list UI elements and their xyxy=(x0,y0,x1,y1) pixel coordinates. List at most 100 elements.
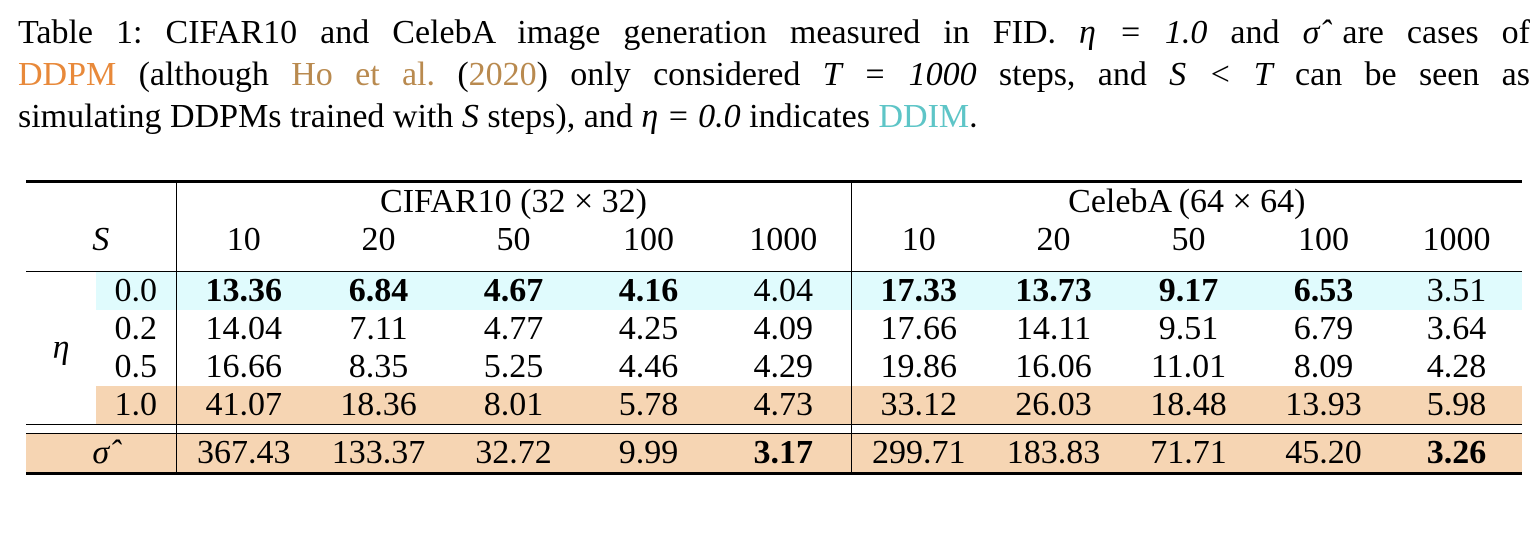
cell: 8.35 xyxy=(348,348,409,385)
cell: 71.71 xyxy=(1121,433,1257,474)
sigma-label: σ̂ xyxy=(26,433,176,474)
caption-text: ) only considered xyxy=(536,56,823,93)
caption-s-var: S xyxy=(461,98,479,135)
cell: 13.93 xyxy=(1256,386,1392,425)
cell: 4.09 xyxy=(753,310,814,347)
step-header: 50 xyxy=(1171,221,1206,258)
cifar-header: CIFAR10 (32 × 32) xyxy=(175,181,852,221)
step-header: 1000 xyxy=(1422,221,1491,258)
cell: 9.51 xyxy=(1158,310,1219,347)
cell: 19.86 xyxy=(850,348,987,386)
cell: 3.26 xyxy=(1391,433,1523,474)
table-caption: Table 1: CIFAR10 and CelebA image genera… xyxy=(18,12,1530,138)
caption-text: are cases of xyxy=(1319,14,1530,51)
row-label: 1.0 xyxy=(96,386,176,425)
cell: 3.17 xyxy=(716,433,852,474)
cell: 4.25 xyxy=(618,310,679,347)
cell: 367.43 xyxy=(175,433,311,474)
caption-sigma-hat: σ̂ xyxy=(1302,14,1320,51)
table-row: 0.2 14.04 7.11 4.77 4.25 4.09 17.66 14.1… xyxy=(26,310,1522,348)
cell: 8.09 xyxy=(1293,348,1354,385)
cell: 14.11 xyxy=(1015,310,1092,347)
celeba-header: CelebA (64 × 64) xyxy=(850,181,1523,221)
cell: 6.79 xyxy=(1293,310,1354,347)
cell: 11.01 xyxy=(1150,348,1227,385)
cell: 45.20 xyxy=(1256,433,1392,474)
caption-eta-zero: η = 0.0 xyxy=(641,98,741,135)
citation-authors-link[interactable]: Ho et al. xyxy=(291,56,435,93)
cell: 9.99 xyxy=(581,433,716,474)
table-row: η 0.0 13.36 6.84 4.67 4.16 4.04 17.33 13… xyxy=(26,271,1523,366)
caption-text: and xyxy=(1207,14,1303,51)
cell: 183.83 xyxy=(986,433,1122,474)
cell: 7.11 xyxy=(349,310,408,347)
caption-text: simulating DDPMs trained with xyxy=(18,98,462,135)
table-row: 1.0 41.07 18.36 8.01 5.78 4.73 33.12 26.… xyxy=(26,386,1523,425)
eta-label: η xyxy=(52,329,70,366)
cell: 17.33 xyxy=(850,271,987,310)
caption-text: . xyxy=(969,98,978,135)
caption-line-2: DDPM (although Ho et al. (2020) only con… xyxy=(18,54,1530,96)
caption-text: steps), and xyxy=(478,98,642,135)
cell: 16.66 xyxy=(175,348,311,386)
row-label: 0.5 xyxy=(114,348,158,385)
cell: 16.06 xyxy=(1015,348,1092,385)
cell: 32.72 xyxy=(446,433,581,474)
cell: 4.46 xyxy=(618,348,679,385)
cell: 4.04 xyxy=(716,271,852,310)
step-header: 50 xyxy=(496,221,531,258)
table-row: 0.5 16.66 8.35 5.25 4.46 4.29 19.86 16.0… xyxy=(26,348,1522,386)
cell: 299.71 xyxy=(850,433,987,474)
s-label: S xyxy=(92,221,110,258)
cell: 4.16 xyxy=(581,271,716,310)
cell: 8.01 xyxy=(446,386,581,425)
cell: 41.07 xyxy=(175,386,311,425)
cell: 6.84 xyxy=(311,271,446,310)
header-empty xyxy=(26,182,176,222)
cell: 6.53 xyxy=(1256,271,1392,310)
cell: 5.98 xyxy=(1391,386,1523,425)
ddim-link[interactable]: DDIM xyxy=(878,98,970,135)
cell: 4.29 xyxy=(753,348,814,385)
cell: 5.25 xyxy=(483,348,544,385)
cell: 17.66 xyxy=(850,310,987,348)
step-header: 1000 xyxy=(749,221,818,258)
cell: 18.36 xyxy=(311,386,446,425)
caption-t-expr: T = 1000 xyxy=(822,56,977,93)
caption-text: Table 1: CIFAR10 and CelebA image genera… xyxy=(18,14,1056,51)
cell: 3.64 xyxy=(1426,310,1487,347)
step-header: 100 xyxy=(1298,221,1350,258)
citation-year-link[interactable]: 2020 xyxy=(468,56,537,93)
step-header: 10 xyxy=(175,221,311,259)
step-header: 20 xyxy=(1036,221,1071,258)
cell: 13.73 xyxy=(986,271,1122,310)
caption-st-expr: S < T xyxy=(1169,56,1273,93)
row-label: 0.0 xyxy=(96,271,176,310)
step-header: 20 xyxy=(361,221,396,258)
cell: 4.67 xyxy=(446,271,581,310)
cell: 4.73 xyxy=(716,386,852,425)
cell: 133.37 xyxy=(311,433,446,474)
step-header: 100 xyxy=(623,221,674,258)
cell: 14.04 xyxy=(175,310,311,348)
row-label: 0.2 xyxy=(114,310,158,347)
cell: 5.78 xyxy=(581,386,716,425)
step-header: 10 xyxy=(850,221,987,259)
ddpm-link[interactable]: DDPM xyxy=(18,56,117,93)
cell: 26.03 xyxy=(986,386,1122,425)
caption-text: steps, and xyxy=(976,56,1170,93)
cell: 9.17 xyxy=(1121,271,1257,310)
cell: 33.12 xyxy=(850,386,987,425)
results-table: CIFAR10 (32 × 32) CelebA (64 × 64) S 10 … xyxy=(26,180,1523,475)
caption-text: ( xyxy=(435,56,469,93)
caption-line-1: Table 1: CIFAR10 and CelebA image genera… xyxy=(18,12,1530,54)
caption-text: can be seen as xyxy=(1272,56,1531,93)
cell: 18.48 xyxy=(1121,386,1257,425)
caption-text: indicates xyxy=(740,98,879,135)
cell: 4.28 xyxy=(1426,348,1487,385)
cell: 4.77 xyxy=(483,310,544,347)
cell: 13.36 xyxy=(175,271,311,310)
caption-line-3: simulating DDPMs trained with S steps), … xyxy=(18,96,1530,138)
table-row: σ̂ 367.43 133.37 32.72 9.99 3.17 299.71 … xyxy=(26,433,1523,474)
cell: 3.51 xyxy=(1391,271,1523,310)
